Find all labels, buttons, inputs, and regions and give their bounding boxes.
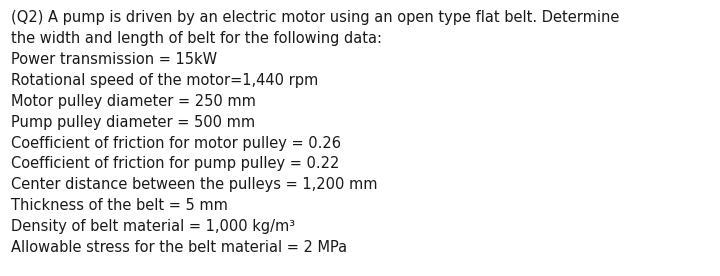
Text: the width and length of belt for the following data:: the width and length of belt for the fol… (11, 31, 382, 46)
Text: Allowable stress for the belt material = 2 MPa: Allowable stress for the belt material =… (11, 240, 347, 255)
Text: Motor pulley diameter = 250 mm: Motor pulley diameter = 250 mm (11, 94, 256, 108)
Text: Power transmission = 15kW: Power transmission = 15kW (11, 52, 217, 67)
Text: Rotational speed of the motor=1,440 rpm: Rotational speed of the motor=1,440 rpm (11, 73, 318, 87)
Text: Coefficient of friction for motor pulley = 0.26: Coefficient of friction for motor pulley… (11, 136, 341, 150)
Text: Density of belt material = 1,000 kg/m³: Density of belt material = 1,000 kg/m³ (11, 219, 295, 234)
Text: Coefficient of friction for pump pulley = 0.22: Coefficient of friction for pump pulley … (11, 156, 339, 171)
Text: (Q2) A pump is driven by an electric motor using an open type flat belt. Determi: (Q2) A pump is driven by an electric mot… (11, 10, 619, 25)
Text: Pump pulley diameter = 500 mm: Pump pulley diameter = 500 mm (11, 115, 255, 129)
Text: Center distance between the pulleys = 1,200 mm: Center distance between the pulleys = 1,… (11, 177, 377, 192)
Text: Thickness of the belt = 5 mm: Thickness of the belt = 5 mm (11, 198, 228, 213)
